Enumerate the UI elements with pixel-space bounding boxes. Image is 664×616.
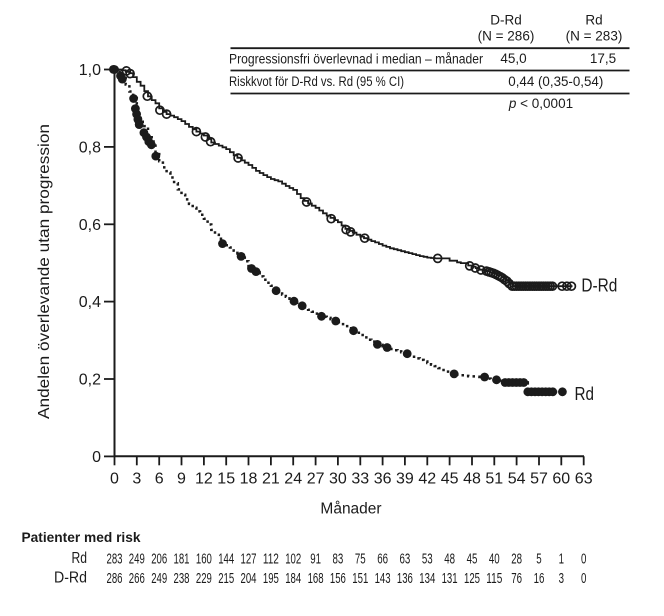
svg-text:Patienter med risk: Patienter med risk [22,529,141,545]
svg-text:12: 12 [195,470,213,487]
svg-text:168: 168 [308,571,324,587]
svg-text:3: 3 [559,571,564,587]
svg-text:0: 0 [92,449,101,466]
svg-text:57: 57 [530,470,548,487]
svg-text:91: 91 [310,552,321,568]
svg-text:54: 54 [508,470,526,487]
svg-text:18: 18 [240,470,258,487]
svg-text:63: 63 [400,552,411,568]
svg-text:D-Rd: D-Rd [54,570,87,587]
svg-text:63: 63 [575,470,593,487]
svg-text:283: 283 [107,552,123,568]
svg-text:1,0: 1,0 [79,62,101,79]
svg-text:24: 24 [284,470,302,487]
svg-text:131: 131 [442,571,458,587]
svg-text:3: 3 [132,470,141,487]
svg-text:45,0: 45,0 [500,51,526,66]
svg-text:p < 0,0001: p < 0,0001 [508,96,573,111]
svg-text:21: 21 [262,470,280,487]
svg-text:15: 15 [217,470,235,487]
svg-text:112: 112 [263,552,279,568]
svg-text:229: 229 [196,571,212,587]
svg-text:Rd: Rd [585,13,602,28]
svg-text:48: 48 [463,470,481,487]
svg-text:66: 66 [377,552,388,568]
svg-text:195: 195 [263,571,279,587]
svg-text:30: 30 [329,470,347,487]
svg-text:249: 249 [129,552,145,568]
svg-text:134: 134 [419,571,435,587]
svg-text:0,4: 0,4 [79,294,101,311]
svg-text:0: 0 [581,571,586,587]
svg-text:Andelen överlevande utan progr: Andelen överlevande utan progression [36,124,53,419]
svg-text:266: 266 [129,571,145,587]
svg-text:(N = 283): (N = 283) [566,28,623,43]
svg-text:1: 1 [559,552,564,568]
svg-text:48: 48 [444,552,455,568]
svg-text:0: 0 [110,470,119,487]
svg-text:0,6: 0,6 [79,217,101,234]
svg-text:53: 53 [422,552,433,568]
svg-text:0,8: 0,8 [79,140,101,157]
svg-text:181: 181 [174,552,190,568]
svg-text:143: 143 [375,571,391,587]
svg-text:286: 286 [107,571,123,587]
svg-text:Månader: Månader [320,501,381,518]
svg-text:(N = 286): (N = 286) [478,28,535,43]
svg-text:Progressionsfri överlevnad i m: Progressionsfri överlevnad i median – må… [229,52,483,67]
svg-text:127: 127 [241,552,257,568]
svg-text:Riskkvot för D-Rd vs. Rd (95 %: Riskkvot för D-Rd vs. Rd (95 % CI) [229,74,404,89]
svg-text:136: 136 [397,571,413,587]
svg-text:76: 76 [511,571,522,587]
svg-text:0: 0 [581,552,586,568]
svg-text:D-Rd: D-Rd [490,13,522,28]
svg-text:33: 33 [351,470,369,487]
svg-text:16: 16 [534,571,545,587]
svg-text:238: 238 [174,571,190,587]
svg-text:60: 60 [552,470,570,487]
svg-text:40: 40 [489,552,500,568]
svg-text:75: 75 [355,552,366,568]
svg-text:28: 28 [511,552,522,568]
svg-text:0,2: 0,2 [79,372,101,389]
svg-text:45: 45 [467,552,478,568]
svg-text:Rd: Rd [72,550,88,567]
svg-text:6: 6 [155,470,164,487]
svg-text:204: 204 [241,571,257,587]
svg-text:0,44 (0,35-0,54): 0,44 (0,35-0,54) [508,74,603,89]
svg-text:156: 156 [330,571,346,587]
svg-text:83: 83 [333,552,344,568]
svg-text:Rd: Rd [575,384,595,404]
svg-text:45: 45 [441,470,459,487]
svg-text:215: 215 [218,571,234,587]
svg-text:125: 125 [464,571,480,587]
svg-text:42: 42 [418,470,436,487]
svg-text:144: 144 [218,552,234,568]
svg-text:D-Rd: D-Rd [581,276,617,296]
svg-text:115: 115 [486,571,502,587]
svg-text:102: 102 [285,552,301,568]
svg-text:27: 27 [307,470,325,487]
svg-text:51: 51 [485,470,503,487]
svg-text:39: 39 [396,470,414,487]
svg-text:5: 5 [536,552,541,568]
svg-text:160: 160 [196,552,212,568]
svg-text:36: 36 [374,470,392,487]
svg-text:184: 184 [285,571,301,587]
svg-text:17,5: 17,5 [590,51,616,66]
svg-text:151: 151 [352,571,368,587]
svg-text:9: 9 [177,470,186,487]
svg-text:206: 206 [151,552,167,568]
svg-text:249: 249 [151,571,167,587]
